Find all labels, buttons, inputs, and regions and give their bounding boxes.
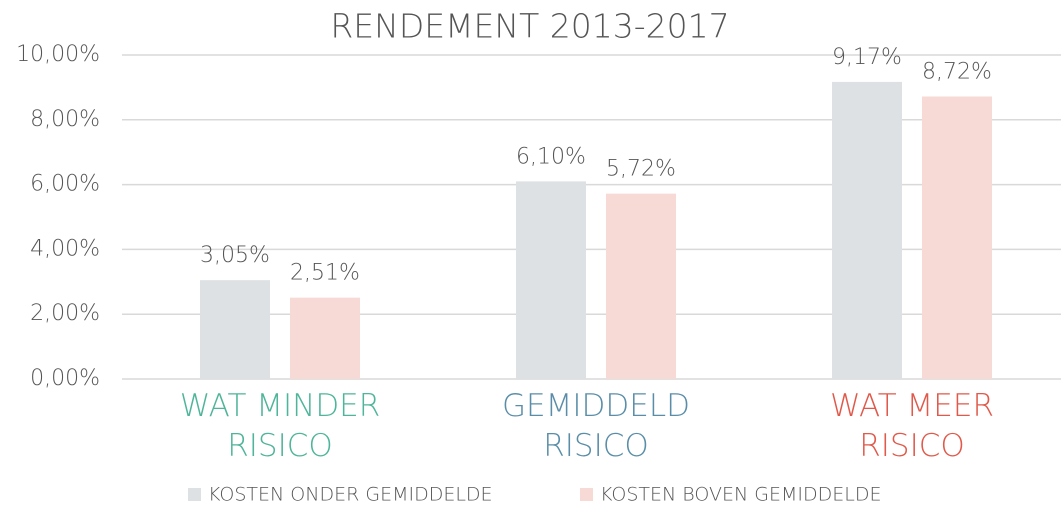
y-tick-label: 4,00% [30, 236, 100, 261]
value-label: 5,72% [606, 157, 676, 182]
bar [516, 181, 586, 379]
value-label: 6,10% [516, 144, 586, 169]
bar [200, 280, 270, 379]
chart-title: RENDEMENT 2013-2017 [330, 7, 729, 46]
y-tick-label: 0,00% [30, 366, 100, 391]
y-tick-label: 8,00% [30, 107, 100, 132]
x-tick-label: WAT MEER RISICO [829, 388, 994, 464]
legend-swatch [188, 488, 201, 501]
bar [290, 297, 360, 379]
value-label: 9,17% [832, 45, 902, 70]
y-tick-label: 6,00% [30, 172, 100, 197]
x-tick-label: GEMIDDELD RISICO [502, 388, 690, 464]
y-tick-label: 10,00% [16, 42, 100, 67]
bar [832, 81, 902, 379]
legend-swatch [580, 488, 593, 501]
value-label: 2,51% [290, 261, 360, 286]
bar [606, 193, 676, 379]
y-tick-label: 2,00% [30, 301, 100, 326]
bar [922, 96, 992, 380]
value-label: 3,05% [200, 243, 270, 268]
legend-label: KOSTEN ONDER GEMIDDELDE [208, 484, 493, 506]
x-tick-label: WAT MINDER RISICO [179, 388, 381, 464]
value-label: 8,72% [922, 59, 992, 84]
legend-label: KOSTEN BOVEN GEMIDDELDE [600, 484, 882, 506]
